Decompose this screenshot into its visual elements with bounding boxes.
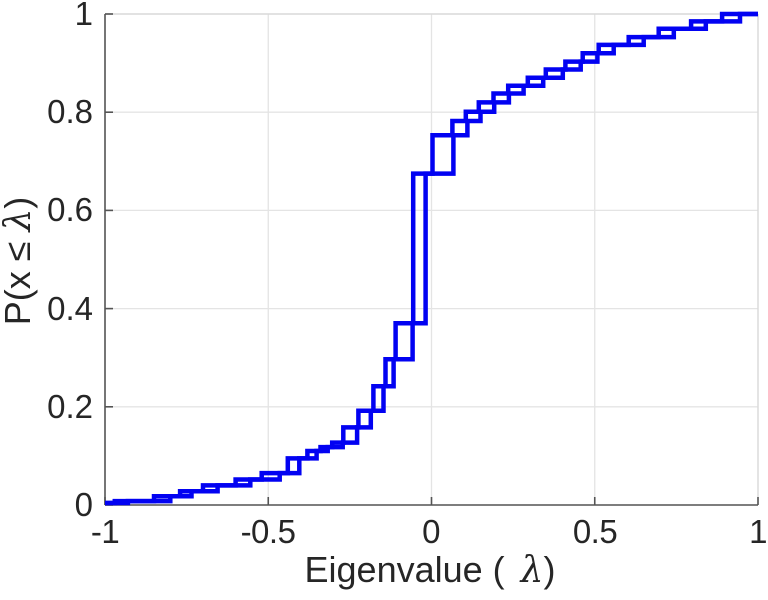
ecdf-curve-2 [105,11,758,506]
x-tick-label: 0.5 [572,513,618,550]
x-axis-label-text: Eigenvalue ( [304,549,505,590]
y-tick-label: 0 [74,486,93,523]
lambda-symbol: λ [520,550,544,591]
y-axis-label-text: P(x ≤ [0,231,38,326]
y-tick-label: 0.8 [47,93,93,130]
x-tick-label: 0 [422,513,440,550]
x-tick-label: -1 [90,513,120,550]
x-axis-label: Eigenvalue ( λ) [170,549,690,591]
y-tick-label: 0.6 [47,191,93,228]
x-axis-label-suffix: ) [543,549,556,590]
x-tick-label: 1 [749,513,767,550]
y-tick-label: 0.4 [47,290,93,327]
y-tick-label: 0.2 [47,388,93,425]
x-tick-label: -0.5 [240,513,296,550]
y-axis-label-suffix: ) [0,196,38,209]
y-tick-label: 1 [74,0,93,32]
lambda-symbol: λ [0,208,39,232]
y-axis-label: P(x ≤ λ) [0,61,39,461]
